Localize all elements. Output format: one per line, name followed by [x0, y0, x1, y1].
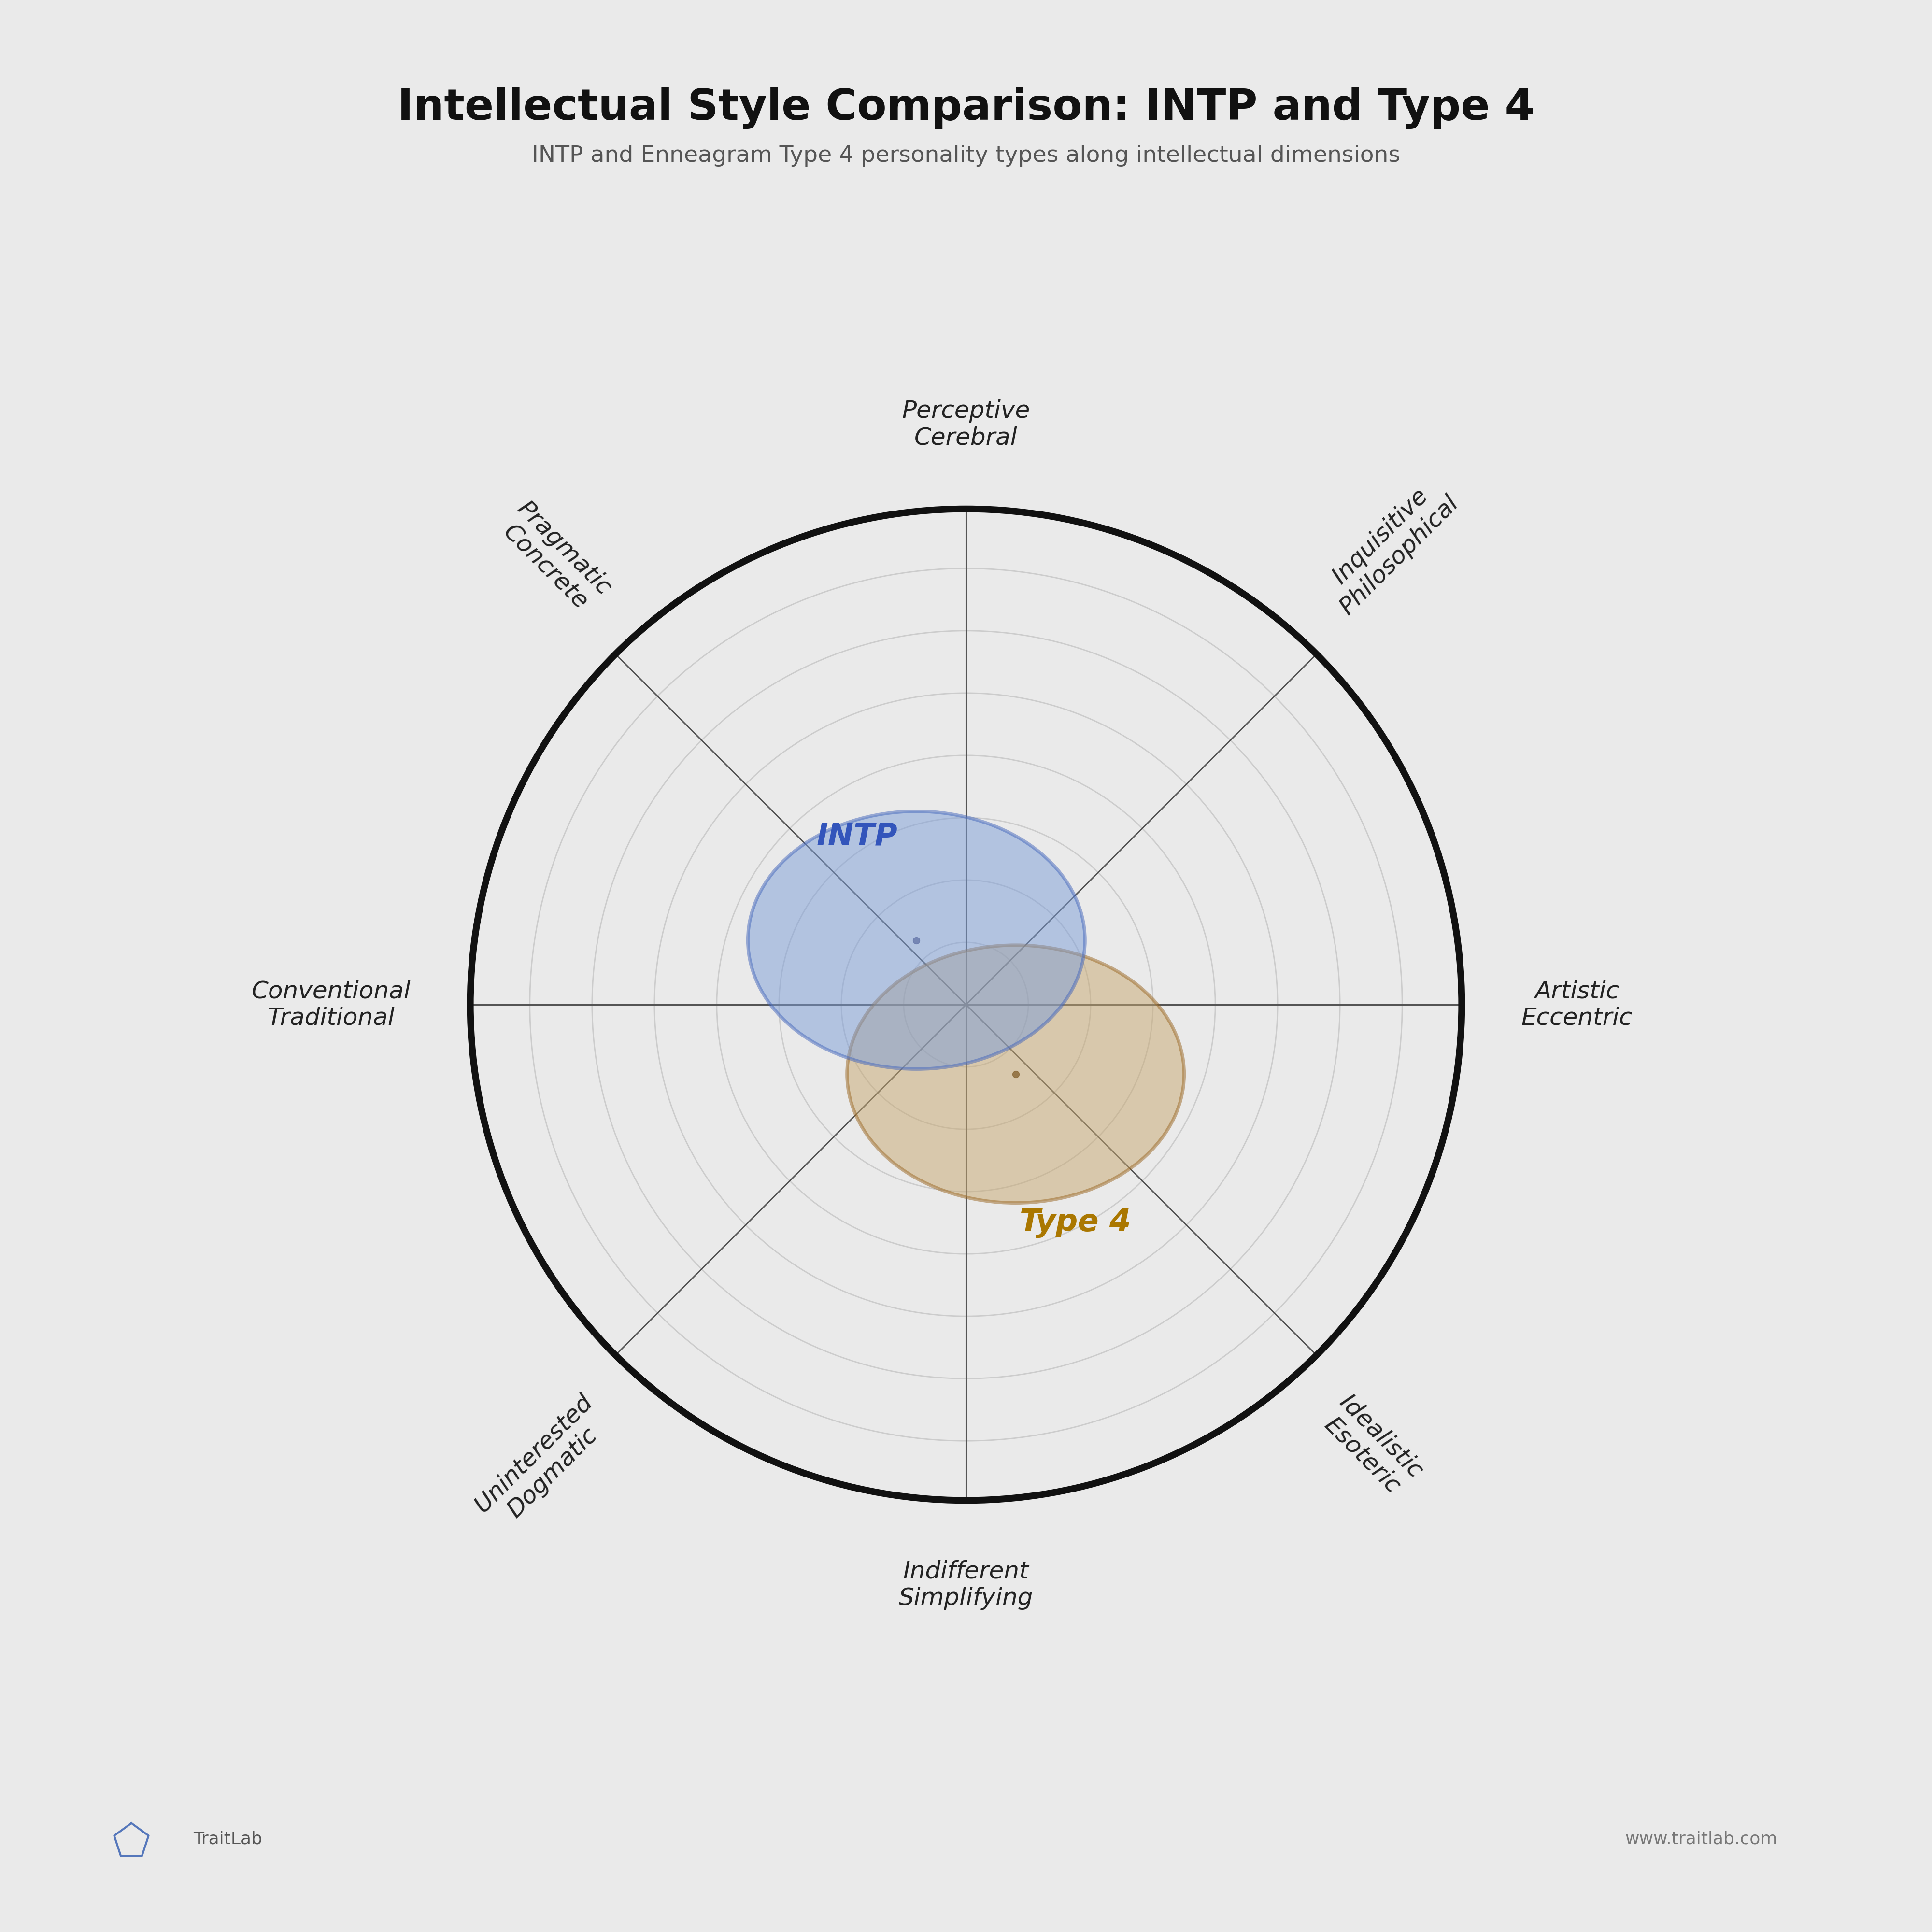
Text: Pragmatic
Concrete: Pragmatic Concrete: [495, 497, 616, 618]
Text: INTP: INTP: [817, 821, 898, 852]
Text: Intellectual Style Comparison: INTP and Type 4: Intellectual Style Comparison: INTP and …: [398, 87, 1534, 129]
Text: Indifferent
Simplifying: Indifferent Simplifying: [898, 1559, 1034, 1609]
Text: Inquisitive
Philosophical: Inquisitive Philosophical: [1316, 471, 1463, 618]
Text: Idealistic
Esoteric: Idealistic Esoteric: [1316, 1391, 1428, 1501]
Text: INTP and Enneagram Type 4 personality types along intellectual dimensions: INTP and Enneagram Type 4 personality ty…: [531, 145, 1401, 166]
Text: www.traitlab.com: www.traitlab.com: [1625, 1832, 1777, 1847]
Text: Artistic
Eccentric: Artistic Eccentric: [1520, 980, 1633, 1030]
Text: Type 4: Type 4: [1020, 1208, 1130, 1238]
Text: TraitLab: TraitLab: [193, 1832, 263, 1847]
Ellipse shape: [748, 811, 1086, 1068]
Text: Conventional
Traditional: Conventional Traditional: [251, 980, 412, 1030]
Text: Uninterested
Dogmatic: Uninterested Dogmatic: [469, 1391, 616, 1536]
Text: Perceptive
Cerebral: Perceptive Cerebral: [902, 400, 1030, 450]
Ellipse shape: [846, 945, 1184, 1204]
